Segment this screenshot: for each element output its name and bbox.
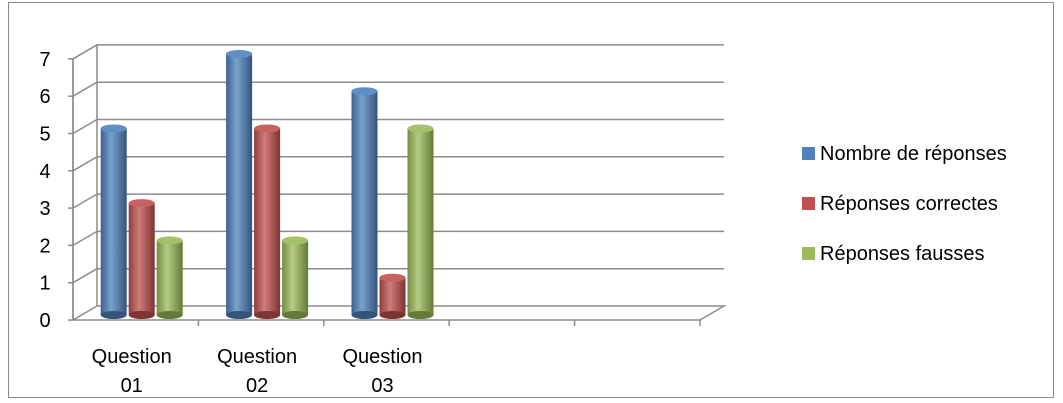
y-axis-tick-labels: 0 1 2 3 4 5 6 7 <box>39 49 50 332</box>
bar <box>100 124 127 319</box>
gridline <box>72 193 724 209</box>
legend-swatch <box>802 147 815 160</box>
x-tick-label: Question <box>342 346 422 368</box>
legend-label: Réponses fausses <box>820 243 985 265</box>
x-tick-label: 01 <box>121 375 143 397</box>
bar <box>379 273 406 319</box>
bars <box>100 49 434 319</box>
y-tick-label: 3 <box>39 198 50 220</box>
bar <box>226 49 253 319</box>
side-wall <box>72 43 98 320</box>
y-tick-label: 1 <box>39 273 50 295</box>
x-axis-tick-labels: Question 01 Question 02 Question 03 <box>92 346 423 397</box>
gridline <box>72 44 724 60</box>
chart-walls <box>72 43 98 320</box>
legend-swatch <box>802 247 815 260</box>
y-tick-label: 4 <box>39 161 50 183</box>
x-tick-label: Question <box>92 346 172 368</box>
legend-item: Nombre de réponses <box>802 143 1007 165</box>
bar <box>407 124 434 319</box>
floor <box>70 305 727 321</box>
bar <box>128 199 155 319</box>
chart-frame <box>8 2 1054 398</box>
gridline <box>72 156 724 172</box>
legend-label: Réponses correctes <box>820 193 998 215</box>
legend-item: Réponses fausses <box>802 243 985 265</box>
y-tick-label: 0 <box>39 310 50 332</box>
y-tick-label: 7 <box>39 49 50 71</box>
x-tick-label: 03 <box>371 375 393 397</box>
x-tick-label: Question <box>217 346 297 368</box>
y-tick-label: 2 <box>39 235 50 257</box>
legend: Nombre de réponses Réponses correctes Répo… <box>802 143 1007 265</box>
x-tick-label: 02 <box>246 375 268 397</box>
bar <box>156 236 183 319</box>
y-tick-label: 6 <box>39 86 50 108</box>
y-tick-label: 5 <box>39 124 50 146</box>
legend-label: Nombre de réponses <box>820 143 1007 165</box>
bar <box>254 124 281 319</box>
legend-item: Réponses correctes <box>802 193 998 215</box>
axes <box>68 58 727 326</box>
legend-swatch <box>802 197 815 210</box>
bar <box>351 87 378 319</box>
bar <box>282 236 309 319</box>
gridline <box>72 118 724 135</box>
gridline <box>72 81 724 97</box>
